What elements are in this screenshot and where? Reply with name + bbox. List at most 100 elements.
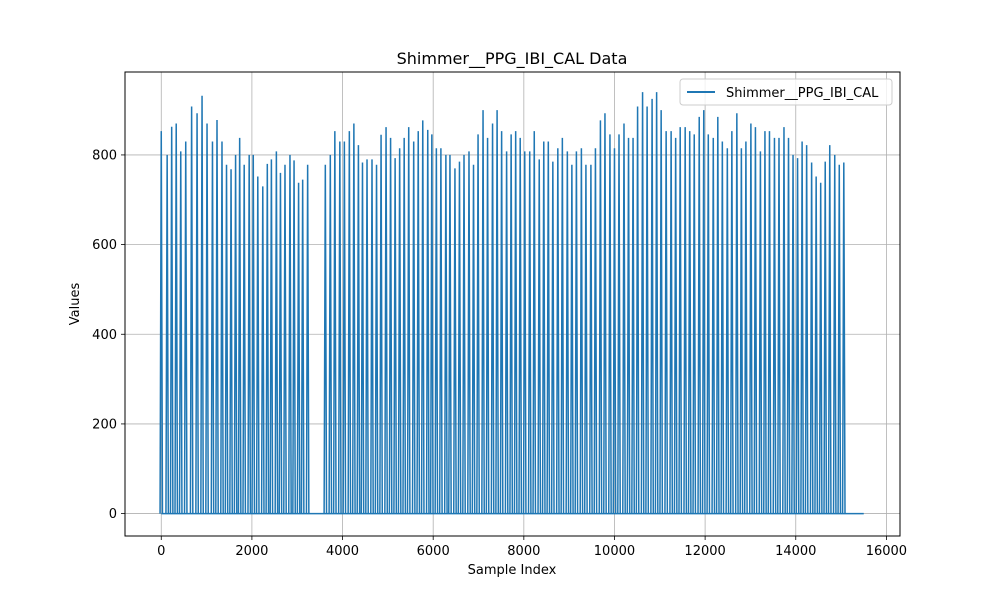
series-spike: [786, 137, 791, 514]
series-spike: [782, 127, 786, 514]
series-spike: [438, 148, 443, 514]
series-spike: [711, 137, 716, 514]
series-spike: [683, 127, 688, 514]
series-spike: [706, 134, 711, 514]
x-tick-label: 8000: [507, 544, 540, 559]
y-tick-label: 600: [92, 238, 117, 253]
series-spike: [795, 158, 800, 514]
series-spike: [374, 164, 379, 514]
series-spike: [169, 126, 174, 514]
series-spike: [443, 154, 448, 514]
series-spike: [777, 137, 781, 514]
series-spike: [429, 134, 434, 514]
series-spike: [729, 131, 734, 514]
series-spike: [448, 154, 452, 514]
series-spike: [215, 119, 219, 514]
series-spike: [255, 176, 260, 514]
series-spike: [631, 137, 636, 514]
y-axis: 0 200 400 600 800: [92, 148, 125, 522]
y-tick-label: 800: [92, 148, 117, 163]
series-spike: [743, 141, 748, 514]
series-spike: [425, 129, 430, 514]
series-spike: [640, 92, 645, 514]
series-spike: [569, 164, 574, 514]
series-spike: [328, 154, 333, 514]
series-spike: [791, 154, 795, 514]
series-spike: [481, 110, 485, 514]
series-spike: [560, 137, 565, 514]
series-spike: [504, 151, 509, 514]
series-spike: [402, 137, 407, 514]
series-spike: [183, 141, 188, 514]
series-spike: [509, 134, 514, 514]
series-spike: [617, 134, 621, 514]
series-spike: [541, 141, 546, 514]
series-spike: [224, 164, 229, 514]
series-spike: [841, 162, 846, 514]
legend-box: [679, 78, 893, 106]
series-spike: [269, 159, 274, 514]
series-spike: [416, 131, 421, 514]
series-spike: [462, 154, 466, 514]
series-spike: [518, 137, 523, 514]
series-spike: [189, 106, 194, 514]
x-tick-label: 4000: [326, 544, 359, 559]
series-spike: [832, 154, 837, 514]
series-spike: [305, 164, 310, 514]
series-spike: [220, 141, 224, 514]
series-spike: [678, 127, 683, 514]
series-spike: [485, 137, 490, 514]
series-spike: [823, 161, 828, 514]
series-spike: [659, 110, 664, 514]
series-spike: [809, 162, 814, 514]
series-spike: [574, 151, 579, 514]
series-spike: [814, 176, 819, 514]
x-tick-label: 16000: [866, 544, 907, 559]
series-spike: [635, 106, 640, 514]
series-spike: [734, 113, 739, 514]
series-spike: [300, 179, 305, 514]
series-spike: [837, 164, 842, 514]
series-spike: [818, 182, 823, 514]
series-spike: [210, 141, 215, 514]
y-tick-label: 400: [92, 328, 117, 343]
series-spike: [420, 120, 425, 514]
series-spike: [260, 186, 265, 514]
series-spike: [532, 131, 537, 514]
series-spike: [622, 123, 626, 514]
series-spike: [490, 123, 495, 514]
series-spike: [762, 131, 767, 514]
series-spike: [384, 127, 389, 514]
series-spike: [159, 131, 164, 514]
x-tick-label: 14000: [775, 544, 816, 559]
series-spike: [347, 131, 352, 514]
series-spike: [565, 151, 570, 514]
series-spike: [767, 131, 772, 514]
chart-title: Shimmer__PPG_IBI_CAL Data: [397, 49, 628, 69]
series-spike: [687, 131, 692, 514]
series-spike: [607, 134, 612, 514]
series-spike: [645, 106, 650, 514]
series-spike: [434, 148, 439, 514]
series-spike: [626, 137, 631, 514]
series-spike: [583, 164, 588, 514]
series-spike: [579, 148, 584, 514]
series-spike: [237, 137, 242, 514]
series-spike: [296, 182, 301, 514]
series-spike: [471, 164, 476, 514]
series-spike: [195, 113, 200, 514]
series-spike: [265, 163, 270, 514]
series-spike: [393, 158, 398, 514]
series-spike: [715, 116, 720, 514]
series-spike: [654, 92, 659, 514]
series-spike: [669, 131, 674, 514]
series-spike: [406, 127, 411, 514]
series-spike: [397, 148, 402, 514]
series-spike: [247, 154, 252, 514]
y-axis-label: Values: [68, 283, 83, 326]
series-spike: [411, 141, 416, 514]
x-tick-label: 2000: [235, 544, 268, 559]
series-spike: [697, 116, 702, 514]
series-spike: [598, 120, 603, 514]
